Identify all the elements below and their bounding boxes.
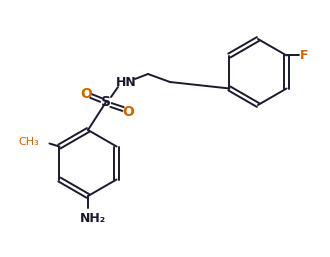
Text: O: O <box>122 105 134 119</box>
Text: CH₃: CH₃ <box>19 136 39 146</box>
Text: HN: HN <box>115 76 136 88</box>
Text: S: S <box>101 95 111 109</box>
Text: O: O <box>80 87 92 101</box>
Text: NH₂: NH₂ <box>80 212 106 225</box>
Text: F: F <box>300 49 309 62</box>
